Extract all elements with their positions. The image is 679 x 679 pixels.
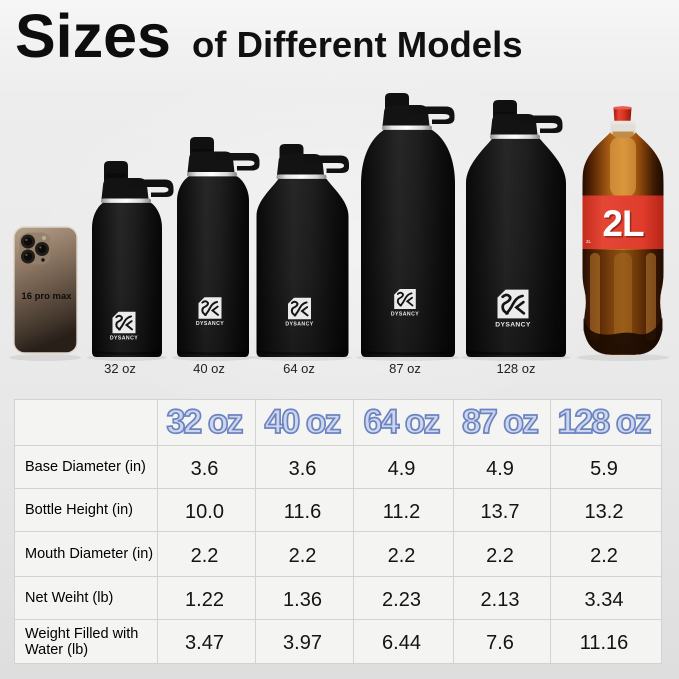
svg-text:16 pro max: 16 pro max bbox=[21, 291, 72, 302]
svg-text:64 oz: 64 oz bbox=[283, 361, 315, 376]
svg-text:2L: 2L bbox=[602, 203, 644, 244]
svg-text:40 oz: 40 oz bbox=[193, 361, 225, 376]
svg-text:2L: 2L bbox=[586, 239, 592, 244]
svg-text:128 oz: 128 oz bbox=[496, 361, 535, 376]
svg-text:DYSANCY: DYSANCY bbox=[495, 321, 531, 328]
svg-text:DYSANCY: DYSANCY bbox=[391, 311, 419, 317]
svg-text:DYSANCY: DYSANCY bbox=[110, 336, 138, 342]
svg-text:32 oz: 32 oz bbox=[104, 361, 136, 376]
svg-text:2L: 2L bbox=[604, 205, 646, 246]
svg-text:DYSANCY: DYSANCY bbox=[196, 321, 224, 327]
svg-text:87 oz: 87 oz bbox=[389, 361, 421, 376]
svg-text:DYSANCY: DYSANCY bbox=[285, 322, 313, 328]
